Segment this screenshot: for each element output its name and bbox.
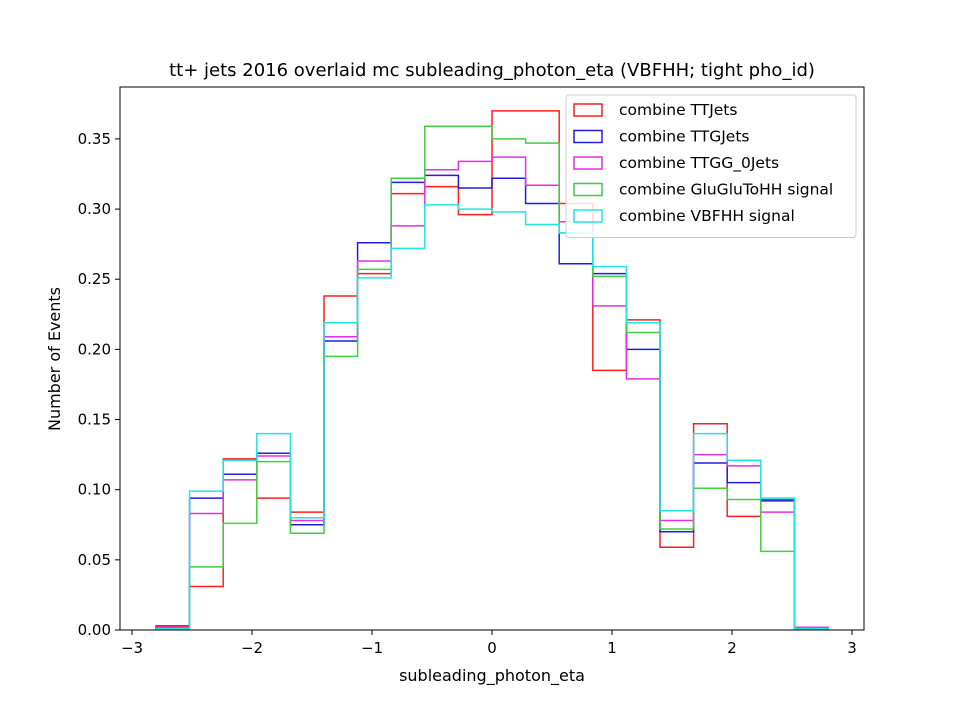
legend-label: combine TTGJets — [619, 128, 749, 146]
plot-frame — [119, 86, 865, 631]
y-tick-label: 0.30 — [78, 200, 111, 218]
ticks-layer: −3 −2 −1 0 1 2 3 0.00 0.05 0.10 0.15 0.20 0.25 0.30 0.… — [78, 130, 857, 657]
legend-swatch — [573, 129, 603, 144]
series-layer — [155, 110, 829, 630]
y-tick-label: 0.35 — [78, 130, 111, 148]
y-tick-label: 0.10 — [78, 481, 111, 499]
x-tick-label: 2 — [727, 639, 737, 657]
legend: combine TTJets combine TTGJets combine TTG… — [565, 94, 857, 238]
chart-title: tt+ jets 2016 overlaid mc subleading_pho… — [169, 60, 815, 81]
series-line-4 — [155, 204, 829, 630]
legend-swatch — [573, 182, 603, 197]
x-tick-label: 0 — [487, 639, 497, 657]
legend-label: combine GluGluToHH signal — [619, 181, 833, 199]
series-line-3 — [155, 125, 829, 630]
x-tick-label: −3 — [121, 639, 143, 657]
x-tick-label: 1 — [607, 639, 617, 657]
y-tick-label: 0.25 — [78, 270, 111, 288]
legend-label: combine TTGG_0Jets — [619, 154, 779, 173]
legend-swatch — [573, 103, 603, 117]
y-tick-label: 0.15 — [78, 411, 111, 429]
legend-swatch — [573, 156, 603, 170]
x-tick-label: −2 — [241, 639, 263, 657]
legend-box — [565, 94, 857, 238]
legend-label: combine TTJets — [619, 101, 737, 119]
y-tick-label: 0.20 — [78, 340, 111, 358]
legend-label: combine VBFHH signal — [619, 207, 795, 225]
y-axis-title: Number of Events — [45, 287, 64, 431]
x-tick-label: −1 — [361, 639, 383, 657]
y-tick-label: 0.00 — [78, 621, 111, 639]
legend-swatch — [573, 209, 603, 223]
x-axis-title: subleading_photon_eta — [399, 666, 585, 686]
y-tick-label: 0.05 — [78, 551, 111, 569]
x-tick-label: 3 — [847, 639, 857, 657]
